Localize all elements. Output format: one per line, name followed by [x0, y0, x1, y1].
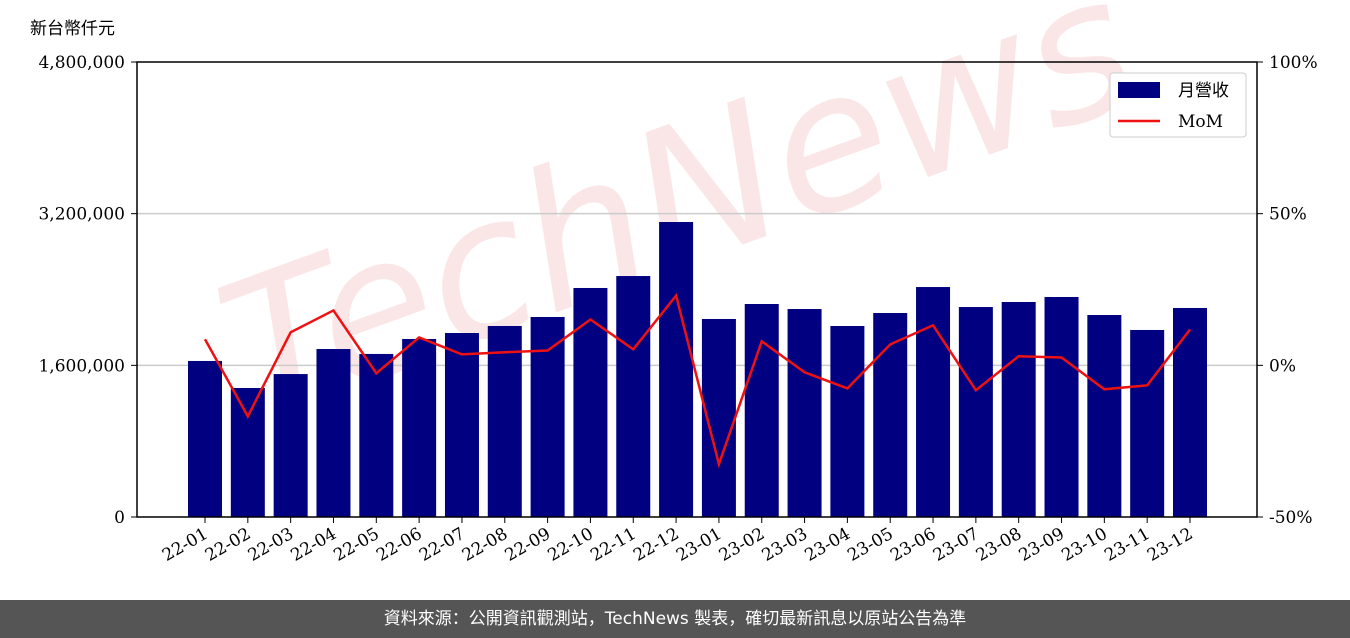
- bar: [1001, 302, 1036, 517]
- x-tick-label: 22-07: [416, 524, 468, 566]
- x-tick-label: 23-10: [1058, 524, 1110, 566]
- legend-swatch: [1118, 82, 1160, 98]
- bar: [230, 387, 265, 517]
- x-tick-label: 22-02: [202, 524, 254, 566]
- x-tick-label: 22-06: [373, 524, 425, 566]
- x-tick-label: 22-10: [544, 524, 596, 566]
- x-tick-label: 22-04: [288, 524, 340, 566]
- bar: [1130, 329, 1165, 517]
- bar: [1087, 314, 1122, 517]
- y-axis-label: 新台幣仟元: [30, 19, 115, 39]
- bar: [573, 287, 608, 517]
- y2-tick-label: -50%: [1269, 508, 1313, 528]
- x-tick-label: 23-03: [759, 524, 811, 566]
- y2-tick-label: 100%: [1269, 53, 1318, 73]
- x-tick-label: 23-01: [673, 524, 725, 566]
- plot-frame: [136, 61, 1258, 518]
- x-tick-label: 22-12: [630, 524, 682, 566]
- y2-tick-label: 0%: [1269, 356, 1296, 376]
- x-tick-label: 22-08: [459, 524, 511, 566]
- bar: [830, 325, 865, 517]
- x-tick-label: 23-04: [801, 524, 853, 566]
- legend-label: MoM: [1178, 112, 1223, 132]
- x-tick-label: 23-02: [716, 524, 768, 566]
- bar: [273, 374, 308, 517]
- bar: [444, 333, 479, 517]
- bar: [616, 276, 651, 517]
- bar: [659, 222, 694, 517]
- bar: [402, 338, 437, 517]
- x-tick-label: 23-12: [1144, 524, 1196, 566]
- bar: [530, 316, 565, 517]
- x-tick-label: 23-06: [887, 524, 939, 566]
- bar: [787, 309, 822, 517]
- bar: [744, 304, 779, 517]
- chart: 新台幣仟元 TechNews 01,600,0003,200,0004,800,…: [30, 0, 1318, 566]
- x-tick-label: 22-03: [245, 524, 297, 566]
- x-tick-label: 22-05: [330, 524, 382, 566]
- bar: [359, 353, 394, 517]
- x-tick-label: 23-05: [844, 524, 896, 566]
- bar: [316, 349, 351, 517]
- x-tick-label: 22-09: [502, 524, 554, 566]
- x-tick-label: 22-11: [587, 524, 639, 566]
- y-tick-label: 3,200,000: [38, 205, 125, 225]
- x-tick-label: 23-11: [1101, 524, 1153, 566]
- x-tick-label: 23-07: [930, 524, 982, 566]
- bar: [916, 287, 951, 517]
- legend-label: 月營收: [1178, 81, 1229, 101]
- bar: [958, 307, 993, 517]
- bar: [873, 313, 908, 517]
- y-tick-label: 0: [114, 508, 125, 528]
- y2-tick-label: 50%: [1269, 205, 1307, 225]
- x-tick-label: 23-09: [1016, 524, 1068, 566]
- bar: [487, 325, 522, 517]
- y-tick-label: 1,600,000: [38, 356, 125, 376]
- bar: [1044, 296, 1079, 517]
- bar: [1173, 307, 1207, 517]
- bar: [188, 360, 222, 517]
- line: [203, 292, 1191, 469]
- x-tick-label: 23-08: [973, 524, 1025, 566]
- y-tick-label: 4,800,000: [38, 53, 125, 73]
- footer: 資料來源：公開資訊觀測站，TechNews 製表，確切最新訊息以原站公告為準: [0, 600, 1350, 638]
- x-tick-label: 22-01: [159, 524, 211, 566]
